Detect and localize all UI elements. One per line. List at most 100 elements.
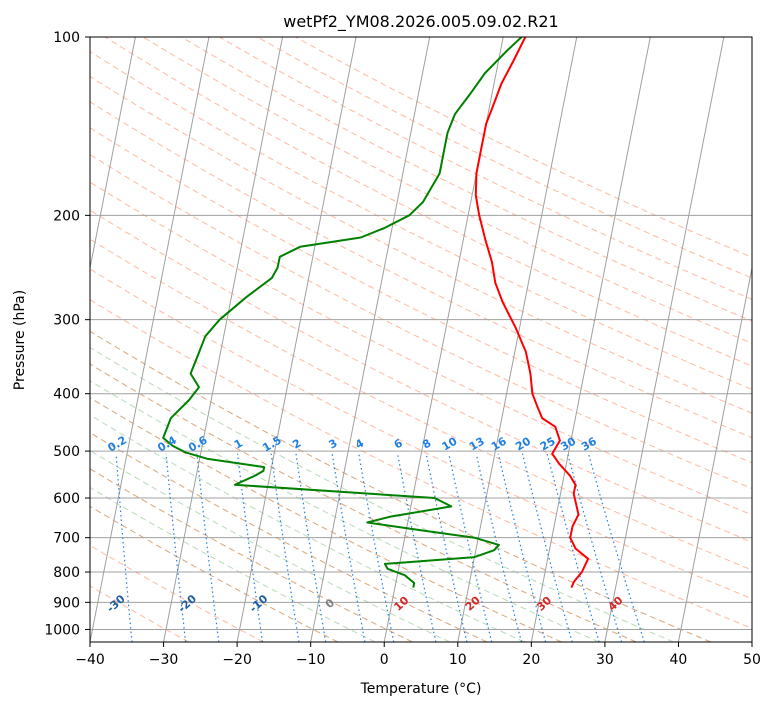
dry-adiabat-label: 40	[606, 594, 626, 614]
dry-adiabat-line	[219, 37, 752, 300]
x-tick-label: −10	[296, 652, 326, 668]
mixing-ratio-lines	[69, 453, 645, 642]
dry-adiabat-line	[90, 299, 752, 629]
isotherm-line	[751, 639, 752, 642]
mixing-ratio-label: 6	[392, 436, 405, 451]
dry-adiabat-label: 0	[323, 596, 338, 611]
isotherm-line	[236, 37, 357, 642]
dry-adiabat-line	[90, 153, 752, 490]
moist-adiabat-line	[90, 432, 488, 642]
mixing-ratio-line	[295, 453, 327, 642]
dry-adiabats	[90, 37, 752, 642]
moist-adiabat-line	[90, 330, 711, 642]
y-tick-label: 1000	[44, 622, 80, 638]
dry-adiabat-label: -20	[176, 592, 200, 615]
moist-adiabat-line	[90, 363, 637, 642]
mixing-ratio-line	[521, 453, 573, 642]
y-axis-title: Pressure (hPa)	[12, 290, 28, 390]
isotherm-line	[457, 37, 578, 642]
isobar-grid	[90, 37, 752, 630]
dry-adiabat-line	[90, 468, 413, 642]
x-tick-label: −30	[149, 652, 179, 668]
dry-adiabat-line	[90, 363, 637, 642]
moist-adiabat-line	[90, 346, 674, 642]
chart-title: wetPf2_YM08.2026.005.09.02.R21	[283, 12, 558, 32]
y-tick-label: 900	[53, 595, 80, 611]
isotherm-line	[310, 37, 431, 642]
moist-adiabat-line	[90, 486, 376, 642]
dry-adiabat-line	[90, 209, 752, 543]
mixing-ratio-line	[115, 453, 133, 642]
dry-adiabat-line	[90, 330, 711, 642]
mixing-ratio-label: 4	[353, 436, 366, 451]
isotherm-line	[677, 265, 752, 642]
mixing-ratio-line	[270, 453, 300, 642]
y-tick-label: 600	[53, 491, 80, 507]
dry-adiabat-line	[90, 127, 752, 464]
plot-area: 0.10.20.40.611.52346810131620253036-100-…	[0, 37, 752, 642]
dry-adiabat-label: 20	[463, 594, 483, 614]
x-tick-label: −20	[222, 652, 252, 668]
mixing-ratio-line	[196, 453, 220, 642]
y-tick-label: 200	[53, 208, 80, 224]
dry-adiabat-line	[90, 238, 752, 571]
dry-adiabat-line	[295, 37, 752, 258]
isotherm-grid	[0, 37, 752, 642]
dry-adiabat-line	[90, 181, 752, 516]
y-tick-label: 800	[53, 565, 80, 581]
isotherm-line	[90, 37, 136, 271]
moist-adiabat-line	[90, 414, 525, 642]
mixing-ratio-label: 2	[290, 437, 303, 452]
dewpoint-trace	[162, 37, 523, 588]
y-axis: 100 200 300 400 500 600 700 800 900 1000	[44, 30, 90, 638]
temperature-trace	[474, 37, 590, 589]
isotherm-line	[530, 37, 651, 642]
dry-adiabat-line	[90, 432, 488, 642]
mixing-ratio-line	[331, 453, 366, 642]
y-tick-label: 400	[53, 387, 80, 403]
dry-adiabat-label: -10	[247, 592, 271, 615]
x-tick-label: −40	[75, 652, 105, 668]
dry-adiabat-line	[104, 37, 752, 367]
x-tick-label: 0	[380, 652, 389, 668]
mixing-ratio-label: 1	[232, 437, 245, 452]
dry-adiabat-line	[90, 505, 339, 642]
dry-adiabat-label: -30	[104, 592, 128, 615]
moist-adiabat-line	[90, 468, 413, 642]
dry-adiabat-label: 10	[391, 594, 411, 614]
dry-adiabat-line	[90, 101, 752, 439]
y-tick-label: 300	[53, 313, 80, 329]
dry-adiabat-line	[90, 397, 562, 642]
dry-adiabat-line	[90, 544, 264, 642]
dry-adiabat-line	[90, 268, 752, 600]
moist-adiabat-line	[90, 505, 339, 642]
mixing-ratio-line	[497, 453, 547, 642]
x-axis: −40 −30 −20 −10 0 10 20 30 40 50	[75, 642, 761, 668]
dry-adiabat-line	[142, 37, 752, 344]
mixing-ratio-line	[448, 453, 493, 642]
x-tick-label: 10	[449, 652, 467, 668]
x-tick-label: 30	[596, 652, 614, 668]
dry-adiabat-line	[180, 37, 752, 322]
mixing-ratio-line	[587, 453, 645, 642]
isotherm-line	[0, 37, 62, 642]
x-axis-title: Temperature (°C)	[360, 681, 482, 697]
isotherm-line	[90, 37, 210, 642]
mixing-ratio-line	[546, 453, 600, 642]
moist-adiabat-line	[90, 450, 450, 642]
y-tick-label: 700	[53, 531, 80, 547]
dry-adiabat-line	[90, 51, 752, 390]
mixing-ratio-line	[165, 453, 187, 642]
dry-adiabat-line	[90, 585, 189, 642]
dry-adiabat-line	[90, 75, 752, 414]
y-tick-label: 100	[53, 30, 80, 46]
isotherm-line	[604, 37, 725, 642]
isotherm-line	[163, 37, 284, 642]
line-annotations: 0.10.20.40.611.52346810131620253036-100-…	[104, 433, 626, 615]
mixing-ratio-line	[397, 453, 437, 642]
mixing-ratio-line	[358, 453, 395, 642]
mixing-ratio-line	[69, 454, 82, 642]
dry-adiabat-line	[257, 37, 752, 279]
x-tick-label: 20	[522, 652, 540, 668]
